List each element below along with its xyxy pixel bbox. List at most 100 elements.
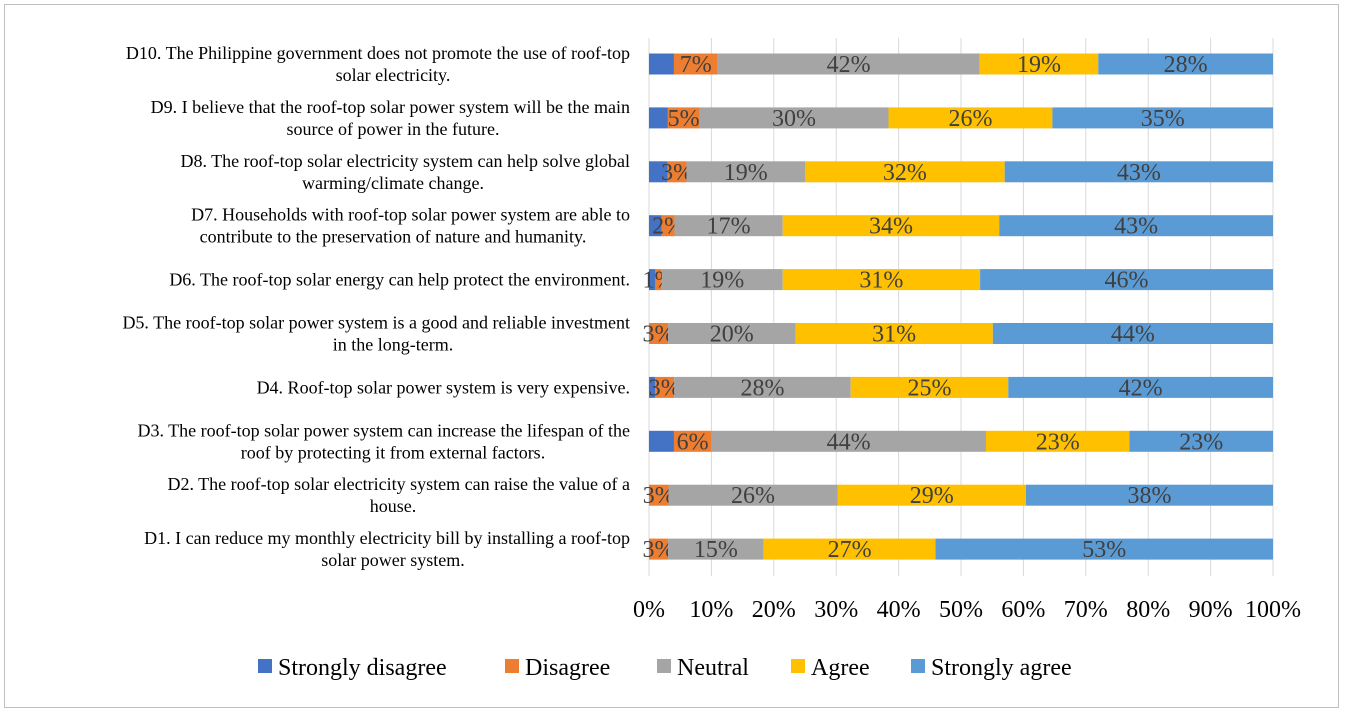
data-label: 30%: [772, 106, 816, 132]
data-label: 44%: [1111, 322, 1155, 348]
category-label: house.: [370, 496, 417, 516]
legend-swatch: [911, 659, 925, 673]
data-label: 19%: [1017, 52, 1061, 78]
bars: 7% 42% 19% 28%5% 30% 26% 35%3% 19% 32% 43%2% 17% 34…: [643, 52, 1273, 563]
bar-segment: [649, 53, 674, 75]
data-label: 32%: [883, 160, 927, 186]
x-tick-label: 0%: [633, 597, 665, 623]
data-label: 15%: [694, 537, 738, 563]
x-tick-label: 30%: [814, 597, 858, 623]
x-tick-label: 70%: [1064, 597, 1108, 623]
category-label: D10. The Philippine government does not …: [126, 43, 630, 63]
bar-segment: [649, 269, 656, 291]
x-tick-label: 20%: [752, 597, 796, 623]
bar-segment: [667, 161, 687, 183]
bar-segment: [661, 269, 783, 291]
data-label: 31%: [872, 322, 916, 348]
legend: Strongly disagree Disagree Neutral Agree Str…: [258, 655, 1072, 681]
data-label: 44%: [827, 429, 871, 455]
bar-segment: [649, 323, 669, 344]
data-label: 26%: [731, 483, 775, 509]
bar-segment: [763, 538, 936, 560]
category-label: in the long-term.: [333, 335, 453, 355]
category-labels: D10. The Philippine government does not …: [122, 43, 630, 570]
legend-swatch: [791, 659, 805, 673]
bar-segment: [1026, 484, 1273, 506]
bar-segment: [782, 269, 981, 291]
bar-segment: [655, 376, 675, 398]
data-label: 23%: [1179, 429, 1223, 455]
bar-segment: [717, 53, 980, 75]
category-label: D7. Households with roof-top solar power…: [191, 205, 630, 225]
x-axis-ticks: 0% 10% 20% 30% 40% 50% 60% 70% 80% 90% 100%: [633, 597, 1301, 623]
bar-segment: [655, 269, 662, 291]
category-label: D9. I believe that the roof-top solar po…: [151, 97, 630, 117]
bar-segment: [935, 538, 1273, 560]
legend-swatch: [505, 659, 519, 673]
data-label: 7%: [680, 52, 712, 78]
data-label: 6%: [677, 429, 709, 455]
bar-segment: [992, 323, 1273, 344]
legend-swatch: [657, 659, 671, 673]
bar-segment: [649, 538, 669, 560]
data-label: 35%: [1141, 106, 1185, 132]
bar-segment: [711, 430, 986, 452]
bar-segment: [668, 323, 796, 344]
bar-segment: [668, 538, 764, 560]
data-label: 5%: [668, 106, 700, 132]
legend-label: Disagree: [525, 655, 610, 681]
data-label: 26%: [948, 106, 992, 132]
x-tick-label: 60%: [1001, 597, 1045, 623]
bar-segment: [888, 107, 1053, 129]
bar-segment: [1129, 430, 1273, 452]
bar-segment: [686, 161, 805, 183]
data-label: 27%: [828, 537, 872, 563]
category-label: solar electricity.: [336, 65, 451, 85]
legend-swatch: [258, 659, 272, 673]
bar-segment: [674, 376, 851, 398]
bar-segment: [673, 53, 718, 75]
bar-segment: [985, 430, 1130, 452]
data-label: 38%: [1128, 483, 1172, 509]
bar-segment: [782, 215, 1000, 237]
category-label: source of power in the future.: [287, 119, 500, 139]
data-label: 46%: [1105, 268, 1149, 294]
legend-label: Agree: [811, 655, 870, 681]
category-label: D1. I can reduce my monthly electricity …: [144, 528, 630, 548]
bar-segment: [649, 161, 668, 183]
category-label: warming/climate change.: [302, 173, 484, 193]
data-label: 42%: [827, 52, 871, 78]
bar-segment: [979, 53, 1099, 75]
bar-segment: [673, 430, 712, 452]
data-label: 42%: [1119, 375, 1163, 401]
bar-segment: [649, 376, 656, 398]
data-label: 19%: [700, 268, 744, 294]
x-tick-label: 100%: [1245, 597, 1301, 623]
data-label: 20%: [710, 322, 754, 348]
category-label: D3. The roof-top solar power system can …: [137, 420, 630, 440]
data-label: 23%: [1036, 429, 1080, 455]
bar-segment: [667, 107, 700, 129]
bar-segment: [668, 484, 838, 506]
bar-segment: [649, 484, 669, 506]
data-label: 29%: [910, 483, 954, 509]
bar-segment: [1098, 53, 1273, 75]
bar-segment: [649, 215, 662, 237]
bar-segment: [674, 215, 783, 237]
bar-segment: [850, 376, 1009, 398]
category-label: solar power system.: [321, 550, 464, 570]
legend-label: Strongly disagree: [278, 655, 447, 681]
bar-segment: [649, 430, 674, 452]
data-label: 19%: [724, 160, 768, 186]
bar-segment: [805, 161, 1005, 183]
bar-segment: [661, 215, 675, 237]
bar-segment: [999, 215, 1273, 237]
category-label: contribute to the preservation of nature…: [200, 227, 587, 247]
category-label: D6. The roof-top solar energy can help p…: [169, 270, 630, 290]
x-tick-label: 80%: [1126, 597, 1170, 623]
data-label: 28%: [740, 375, 784, 401]
category-label: D8. The roof-top solar electricity syste…: [180, 151, 630, 171]
bar-segment: [1004, 161, 1273, 183]
bar-segment: [980, 269, 1273, 291]
